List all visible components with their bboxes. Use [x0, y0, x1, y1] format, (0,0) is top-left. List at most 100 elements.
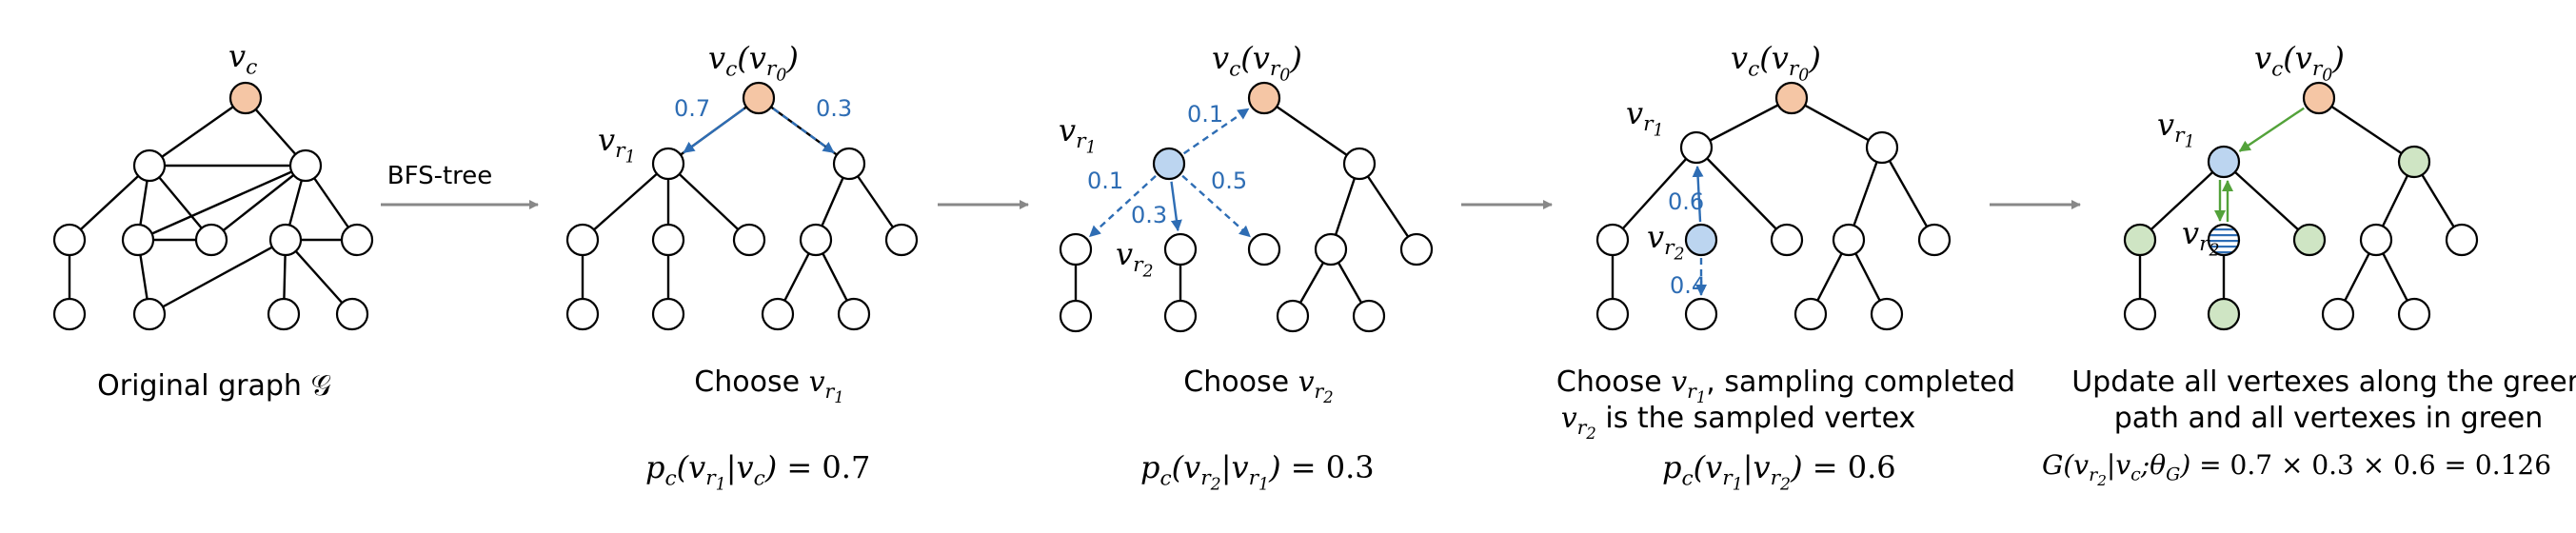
- tree-node: [2321, 297, 2355, 331]
- graph-edge: [285, 239, 353, 315]
- tree-edge: [2318, 97, 2415, 163]
- bfs-tree-label: BFS-tree: [386, 162, 493, 190]
- tree-node: [732, 223, 766, 257]
- tree-node: [1399, 232, 1434, 266]
- graph-node: [132, 148, 167, 183]
- tree-node: [1793, 297, 1828, 331]
- graph-node: [194, 223, 228, 257]
- tree-node: [1770, 223, 1804, 257]
- tree-node: [1679, 130, 1714, 165]
- graph-node: [132, 297, 167, 331]
- tree-edge: [1791, 96, 1883, 149]
- prob-arrow-up: [1182, 108, 1250, 155]
- center-node: [228, 81, 263, 115]
- tree-node: [1684, 297, 1718, 331]
- tree-node: [2397, 297, 2431, 331]
- graph-edge: [69, 165, 150, 241]
- tree-node: [1595, 297, 1630, 331]
- prob-arrow-left: [683, 108, 745, 154]
- tree-node: [651, 297, 685, 331]
- panel4-caption-line2: vr2 is the sampled vertex: [1560, 402, 1916, 444]
- panel3-vr1-label: vr1: [1059, 112, 1097, 158]
- tree-edge: [667, 163, 750, 241]
- tree-node: [651, 147, 685, 181]
- selected-node: [2207, 145, 2241, 179]
- graph-node: [268, 223, 303, 257]
- graph-node: [340, 223, 374, 257]
- panel5-vr2-label: vr2: [2182, 215, 2220, 261]
- graph-node: [267, 297, 301, 331]
- panel1-top-label: vc: [228, 38, 258, 80]
- root-node: [2302, 81, 2336, 115]
- graph-node: [52, 223, 87, 257]
- tree-node: [2445, 223, 2479, 257]
- panel4-top-label: vc(vr0): [1731, 40, 1821, 86]
- panel4-vr1-label: vr1: [1626, 95, 1664, 141]
- tree-node: [1342, 147, 1377, 181]
- panel3-prob-mid: 0.3: [1131, 202, 1168, 228]
- panel3-prob-right: 0.5: [1211, 168, 1248, 194]
- tree-node: [565, 223, 600, 257]
- tree-node: [1917, 223, 1952, 257]
- panel3-prob-left: 0.1: [1087, 168, 1124, 194]
- tree-edge: [1695, 96, 1793, 149]
- panel5-formula: G(vr2|vc;θG) = 0.7 × 0.3 × 0.6 = 0.126: [2042, 449, 2552, 489]
- graph-node: [288, 148, 323, 183]
- root-node: [742, 81, 776, 115]
- panel2-top-label: vc(vr0): [708, 40, 799, 86]
- tree-node: [2359, 223, 2393, 257]
- updated-node: [2123, 223, 2157, 257]
- tree-node: [1059, 232, 1093, 266]
- graph-edge: [149, 238, 287, 316]
- tree-edge: [2139, 161, 2225, 241]
- panel4-caption-line1: Choose vr1, sampling completed: [1556, 365, 2016, 407]
- tree-edge: [1847, 147, 1884, 241]
- prob-arrow-up: [1692, 165, 1704, 223]
- graph-edge: [210, 165, 307, 241]
- panel4-prob-up: 0.6: [1668, 188, 1705, 215]
- panel3-vr2-label: vr2: [1116, 236, 1154, 282]
- prob-arrow-right: [1181, 174, 1251, 238]
- update-arrow: [2238, 107, 2305, 152]
- panel5-caption-line2: path and all vertexes in green: [2113, 402, 2544, 435]
- tree-node: [1314, 232, 1348, 266]
- tree-node: [1163, 299, 1198, 333]
- tree-node: [1163, 232, 1198, 266]
- panel4-vr2-label: vr2: [1647, 219, 1685, 265]
- panel3-top-label: vc(vr0): [1212, 40, 1302, 86]
- tree-node: [1059, 299, 1093, 333]
- panel5-top-label: vc(vr0): [2254, 40, 2345, 86]
- tree-edge: [1880, 147, 1936, 241]
- tree-node: [1352, 299, 1386, 333]
- panel2-prob-left: 0.7: [674, 95, 711, 122]
- tree-edge: [1695, 147, 1788, 241]
- tree-node: [1247, 232, 1281, 266]
- selected-node: [1152, 147, 1186, 181]
- panel1-caption: Original graph 𝒢: [97, 369, 331, 403]
- prob-arrow-mid: [1170, 181, 1182, 232]
- updated-node: [2292, 223, 2327, 257]
- tree-edge: [1263, 97, 1360, 165]
- updated-node: [2397, 145, 2431, 179]
- panel5-vr1-label: vr1: [2157, 107, 2195, 152]
- tree-node: [1832, 223, 1866, 257]
- panel2-vr1-label: vr1: [598, 122, 636, 168]
- root-node: [1247, 81, 1281, 115]
- tree-edge: [1358, 163, 1417, 250]
- graph-node: [335, 297, 369, 331]
- sampled-node: [2207, 223, 2241, 257]
- panel2-formula: pc(vr1|vc) = 0.7: [645, 449, 871, 495]
- graph-node: [121, 223, 155, 257]
- prob-arrow-right: [772, 108, 835, 154]
- graph-edge: [137, 164, 307, 242]
- tree-node: [1595, 223, 1630, 257]
- tree-node: [565, 297, 600, 331]
- panel5-caption-line1: Update all vertexes along the green: [2071, 365, 2576, 399]
- panel4-prob-down: 0.4: [1670, 272, 1707, 299]
- tree-node: [799, 223, 833, 257]
- panel3-caption: Choose vr2: [1183, 365, 1334, 407]
- graph-node: [52, 297, 87, 331]
- tree-node: [837, 297, 871, 331]
